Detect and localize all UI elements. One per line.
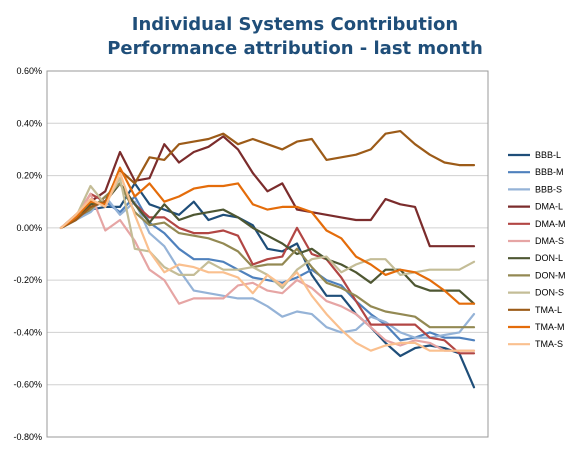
series-line-bbb-m xyxy=(59,195,476,342)
gridlines xyxy=(46,70,489,438)
legend-label: DMA-S xyxy=(535,236,564,246)
y-tick-label: 0.20% xyxy=(16,171,42,181)
y-tick-label: -0.80% xyxy=(13,432,42,442)
y-tick-label: 0.40% xyxy=(16,118,42,128)
series-line-tma-l xyxy=(59,130,476,229)
legend-label: DON-S xyxy=(535,288,564,298)
chart-title: Individual Systems Contribution xyxy=(132,14,458,35)
legend-label: BBB-L xyxy=(535,150,561,160)
y-tick-label: -0.40% xyxy=(13,327,42,337)
legend-label: DON-L xyxy=(535,253,563,263)
y-axis-ticks: 0.60% 0.40% 0.20% 0.00% -0.20% -0.40% -0.60% -0… xyxy=(13,66,42,442)
chart-subtitle: Performance attribution - last month xyxy=(107,38,483,59)
legend: BBB-L BBB-M BBB-S DMA-L DMA-M DMA-S DON-L DON-M… xyxy=(508,150,566,349)
y-tick-label: 0.60% xyxy=(16,66,42,76)
legend-label: TMA-M xyxy=(535,322,565,332)
legend-label: BBB-M xyxy=(535,167,564,177)
series-lines xyxy=(59,130,476,389)
legend-label: BBB-S xyxy=(535,184,562,194)
series-line-bbb-l xyxy=(59,182,476,389)
series-line-dma-l xyxy=(59,135,476,248)
y-tick-label: -0.20% xyxy=(13,275,42,285)
y-tick-label: 0.00% xyxy=(16,223,42,233)
legend-label: DON-M xyxy=(535,270,566,280)
plot-area-frame xyxy=(46,70,489,438)
legend-label: TMA-S xyxy=(535,339,563,349)
series-line-bbb-s xyxy=(59,195,476,339)
series-line-tma-s xyxy=(59,171,476,352)
legend-label: DMA-L xyxy=(535,202,563,212)
legend-label: TMA-L xyxy=(535,305,562,315)
y-tick-label: -0.60% xyxy=(13,380,42,390)
legend-label: DMA-M xyxy=(535,219,566,229)
series-line-tma-m xyxy=(59,166,476,305)
